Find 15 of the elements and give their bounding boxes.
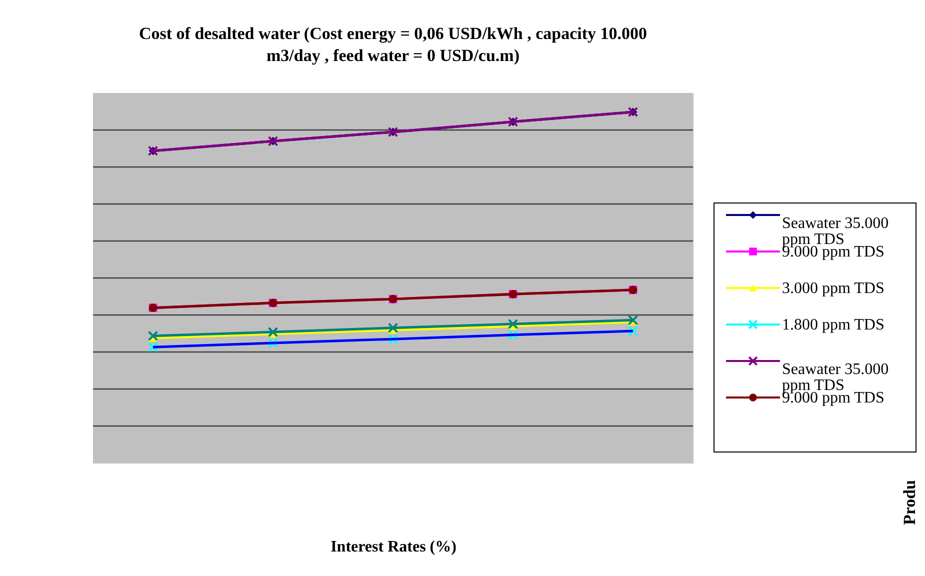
point bbox=[268, 338, 278, 348]
point bbox=[388, 322, 398, 334]
point bbox=[268, 326, 278, 338]
point bbox=[508, 318, 518, 330]
text: Produ bbox=[900, 480, 919, 526]
chart-title: Cost of desalted water (Cost energy = 0,06 USD/kWh , capacity 10.000 m3/day , feed water = 0 USD/cu.m) bbox=[139, 24, 647, 65]
point bbox=[628, 326, 638, 336]
point bbox=[148, 330, 158, 342]
point bbox=[148, 342, 158, 352]
point bbox=[508, 330, 518, 340]
legend-label: 1.800 ppm TDS bbox=[782, 316, 884, 334]
x-axis-title: Interest Rates (%) bbox=[330, 538, 456, 556]
point bbox=[388, 334, 398, 344]
point bbox=[628, 314, 638, 326]
legend-label: 3.000 ppm TDS bbox=[782, 280, 884, 297]
